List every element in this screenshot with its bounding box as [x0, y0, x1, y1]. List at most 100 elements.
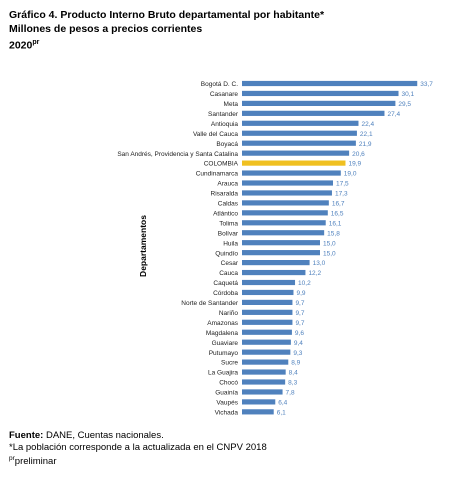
value-label: 16,7 — [332, 201, 345, 208]
title-year: 2020pr — [9, 36, 324, 53]
bar — [242, 220, 326, 226]
bar — [242, 369, 286, 375]
value-label: 8,3 — [288, 380, 297, 387]
category-label: Caldas — [218, 201, 239, 208]
category-label: Bogotá D. C. — [201, 81, 238, 88]
category-label: COLOMBIA — [204, 161, 239, 168]
bar — [242, 120, 359, 126]
category-label: Bolívar — [218, 230, 239, 237]
value-label: 9,7 — [295, 320, 304, 327]
bar — [242, 230, 325, 236]
prelim-superscript: pr — [9, 455, 15, 462]
value-label: 19,9 — [348, 161, 361, 168]
source-text: DANE, Cuentas nacionales. — [43, 430, 164, 441]
category-label: Sucre — [221, 360, 238, 367]
preliminary-note: prpreliminar — [9, 453, 267, 468]
value-label: 20,6 — [352, 151, 365, 158]
value-label: 6,1 — [277, 409, 286, 416]
bar — [242, 170, 341, 176]
category-label: Chocó — [219, 380, 238, 387]
bar — [242, 269, 306, 276]
bar — [242, 289, 294, 296]
category-label: Risaralda — [211, 191, 239, 198]
bar — [242, 279, 296, 286]
value-label: 12,2 — [308, 270, 321, 277]
bar — [242, 100, 396, 106]
bar — [242, 339, 291, 345]
bar — [242, 359, 289, 365]
bars-group: Bogotá D. C. 33,7 Casanare 30,1 Meta 29,5 Sant… — [117, 80, 433, 416]
title-line-1: Gráfico 4. Producto Interno Bruto depart… — [9, 9, 325, 21]
bar — [242, 250, 320, 256]
bar — [242, 90, 399, 97]
source-line: Fuente: DANE, Cuentas nacionales. — [9, 430, 267, 442]
source-label: Fuente: — [9, 430, 44, 441]
bar — [242, 329, 292, 335]
category-label: Norte de Santander — [181, 300, 239, 307]
bar — [242, 319, 293, 325]
value-label: 13,0 — [313, 260, 326, 267]
y-axis-label: Departamentos — [138, 215, 148, 277]
value-label: 8,9 — [291, 360, 300, 367]
category-label: Guainía — [215, 390, 238, 397]
value-label: 9,4 — [294, 340, 303, 347]
bar — [242, 190, 332, 196]
category-label: Cauca — [219, 270, 238, 277]
category-label: Meta — [224, 101, 239, 108]
category-label: Santander — [208, 111, 239, 118]
value-label: 9,3 — [293, 350, 302, 357]
value-label: 29,5 — [398, 101, 411, 108]
bar — [242, 210, 328, 216]
value-label: 8,4 — [289, 370, 298, 377]
bar — [242, 260, 310, 266]
category-label: Antioquia — [211, 121, 238, 128]
bar — [242, 140, 356, 146]
value-label: 6,4 — [278, 400, 287, 407]
bar — [242, 409, 274, 415]
value-label: 33,7 — [420, 81, 433, 88]
category-label: Huila — [223, 240, 238, 247]
category-label: Quindío — [215, 250, 238, 257]
category-label: Cundinamarca — [196, 171, 239, 178]
category-label: Caquetá — [213, 280, 238, 287]
bar — [242, 379, 286, 385]
category-label: Córdoba — [213, 290, 238, 297]
bar — [242, 160, 346, 166]
category-label: San Andrés, Providencia y Santa Catalina — [117, 151, 238, 158]
bar — [242, 130, 357, 136]
bar — [242, 299, 293, 305]
category-label: Arauca — [217, 181, 238, 188]
value-label: 30,1 — [402, 91, 415, 98]
chart-title: Gráfico 4. Producto Interno Bruto depart… — [9, 9, 324, 53]
value-label: 22,4 — [361, 121, 374, 128]
value-label: 16,1 — [329, 220, 342, 227]
footer: Fuente: DANE, Cuentas nacionales. *La po… — [9, 430, 267, 468]
category-label: Nariño — [219, 310, 239, 317]
title-line-2: Millones de pesos a precios corrientes — [9, 22, 203, 35]
value-label: 9,7 — [295, 310, 304, 317]
bar — [242, 349, 291, 355]
value-label: 15,0 — [323, 240, 336, 247]
value-label: 22,1 — [360, 131, 373, 138]
category-label: Amazonas — [207, 320, 238, 327]
value-label: 16,5 — [331, 210, 344, 217]
value-label: 17,5 — [336, 181, 349, 188]
category-label: Putumayo — [209, 350, 239, 357]
bar — [242, 110, 385, 116]
bar — [242, 150, 350, 156]
value-label: 27,4 — [387, 111, 400, 118]
value-label: 17,3 — [335, 191, 348, 198]
category-label: Vaupés — [216, 400, 238, 407]
bar — [242, 399, 276, 405]
value-label: 19,0 — [344, 171, 357, 178]
category-label: Boyacá — [216, 141, 238, 148]
year-text: 2020 — [9, 39, 33, 52]
bar — [242, 200, 329, 206]
value-label: 7,8 — [286, 390, 295, 397]
bar — [242, 80, 418, 87]
value-label: 21,9 — [359, 141, 372, 148]
category-label: Magdalena — [206, 330, 239, 337]
category-label: La Guajira — [208, 370, 238, 377]
bar — [242, 240, 320, 246]
prelim-text: preliminar — [14, 456, 57, 468]
